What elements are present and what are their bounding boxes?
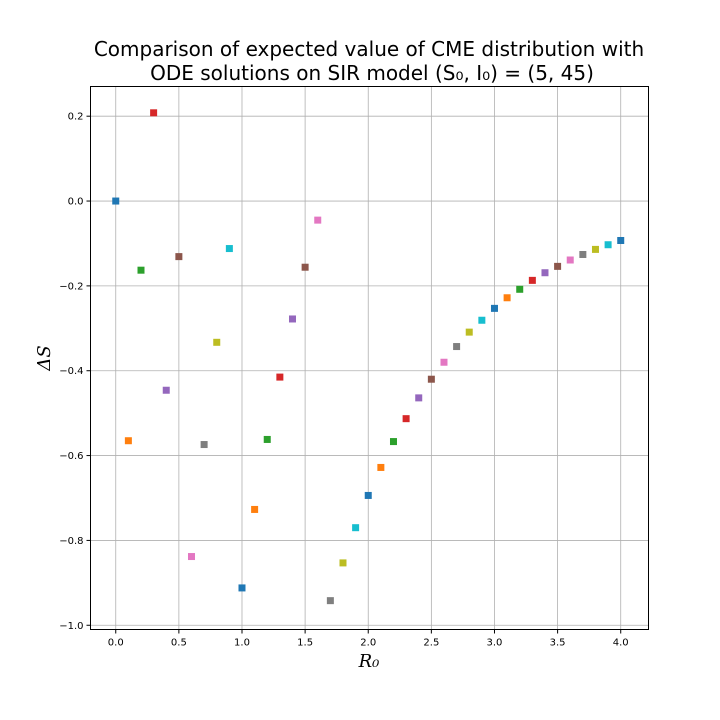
data-point [440, 358, 448, 366]
x-tick-label: 0.0 [108, 638, 124, 649]
data-point [478, 316, 486, 324]
data-point [364, 491, 372, 499]
data-point [617, 236, 625, 244]
data-point [276, 373, 284, 381]
x-tick-label: 2.0 [360, 638, 376, 649]
y-tick-label: −0.6 [59, 451, 83, 462]
plot-frame [90, 86, 649, 630]
data-point [225, 245, 233, 253]
chart-title-line-2: ODE solutions on SIR model (S₀, I₀) = (5… [150, 61, 594, 85]
points-layer [112, 109, 625, 605]
y-tick-label: 0.0 [68, 197, 84, 208]
data-point [541, 269, 549, 277]
data-point [389, 438, 397, 446]
data-point [591, 245, 599, 253]
data-point [238, 584, 246, 592]
x-tick-label: 3.0 [487, 638, 503, 649]
data-point [251, 505, 259, 513]
data-point [175, 253, 183, 261]
y-tick-label: −0.8 [59, 536, 83, 547]
x-tick-label: 0.5 [171, 638, 187, 649]
x-tick-label: 1.5 [297, 638, 313, 649]
grid-layer [90, 86, 649, 630]
data-point [554, 262, 562, 270]
data-point [377, 463, 385, 471]
data-point [503, 294, 511, 302]
data-point [213, 338, 221, 346]
data-point [200, 441, 208, 449]
data-point [516, 285, 524, 293]
data-point [604, 241, 612, 249]
data-point [490, 304, 498, 312]
data-point [288, 315, 296, 323]
x-tick-label: 3.5 [550, 638, 566, 649]
data-point [124, 437, 132, 445]
x-tick-label: 1.0 [234, 638, 250, 649]
y-tick-label: −0.2 [59, 281, 83, 292]
data-point [162, 386, 170, 394]
data-point [579, 250, 587, 258]
chart-title-line-1: Comparison of expected value of CME dist… [94, 37, 644, 61]
data-point [402, 415, 410, 423]
data-point [415, 394, 423, 402]
data-point [263, 435, 271, 443]
x-axis-ticks: 0.0 0.5 1.0 1.5 2.0 2.5 3.0 3.5 4.0 [108, 629, 629, 649]
data-point [339, 559, 347, 567]
y-tick-label: 0.2 [68, 112, 84, 123]
data-point [112, 197, 120, 205]
x-axis-label: R₀ [358, 651, 380, 672]
y-tick-label: −1.0 [59, 621, 83, 632]
data-point [137, 266, 145, 274]
data-point [465, 328, 473, 336]
data-point [528, 276, 536, 284]
data-point [566, 256, 574, 264]
x-tick-label: 4.0 [613, 638, 629, 649]
y-axis-label: ΔS [34, 345, 55, 371]
x-tick-label: 2.5 [423, 638, 439, 649]
data-point [314, 216, 322, 224]
y-axis-ticks: 0.2 0.0 −0.2 −0.4 −0.6 −0.8 −1.0 [59, 112, 91, 632]
data-point [352, 524, 360, 532]
data-point [187, 553, 195, 561]
data-point [453, 343, 461, 351]
data-point [301, 263, 309, 271]
data-point [326, 597, 334, 605]
data-point [427, 375, 435, 383]
data-point [150, 109, 158, 117]
y-tick-label: −0.4 [59, 366, 83, 377]
